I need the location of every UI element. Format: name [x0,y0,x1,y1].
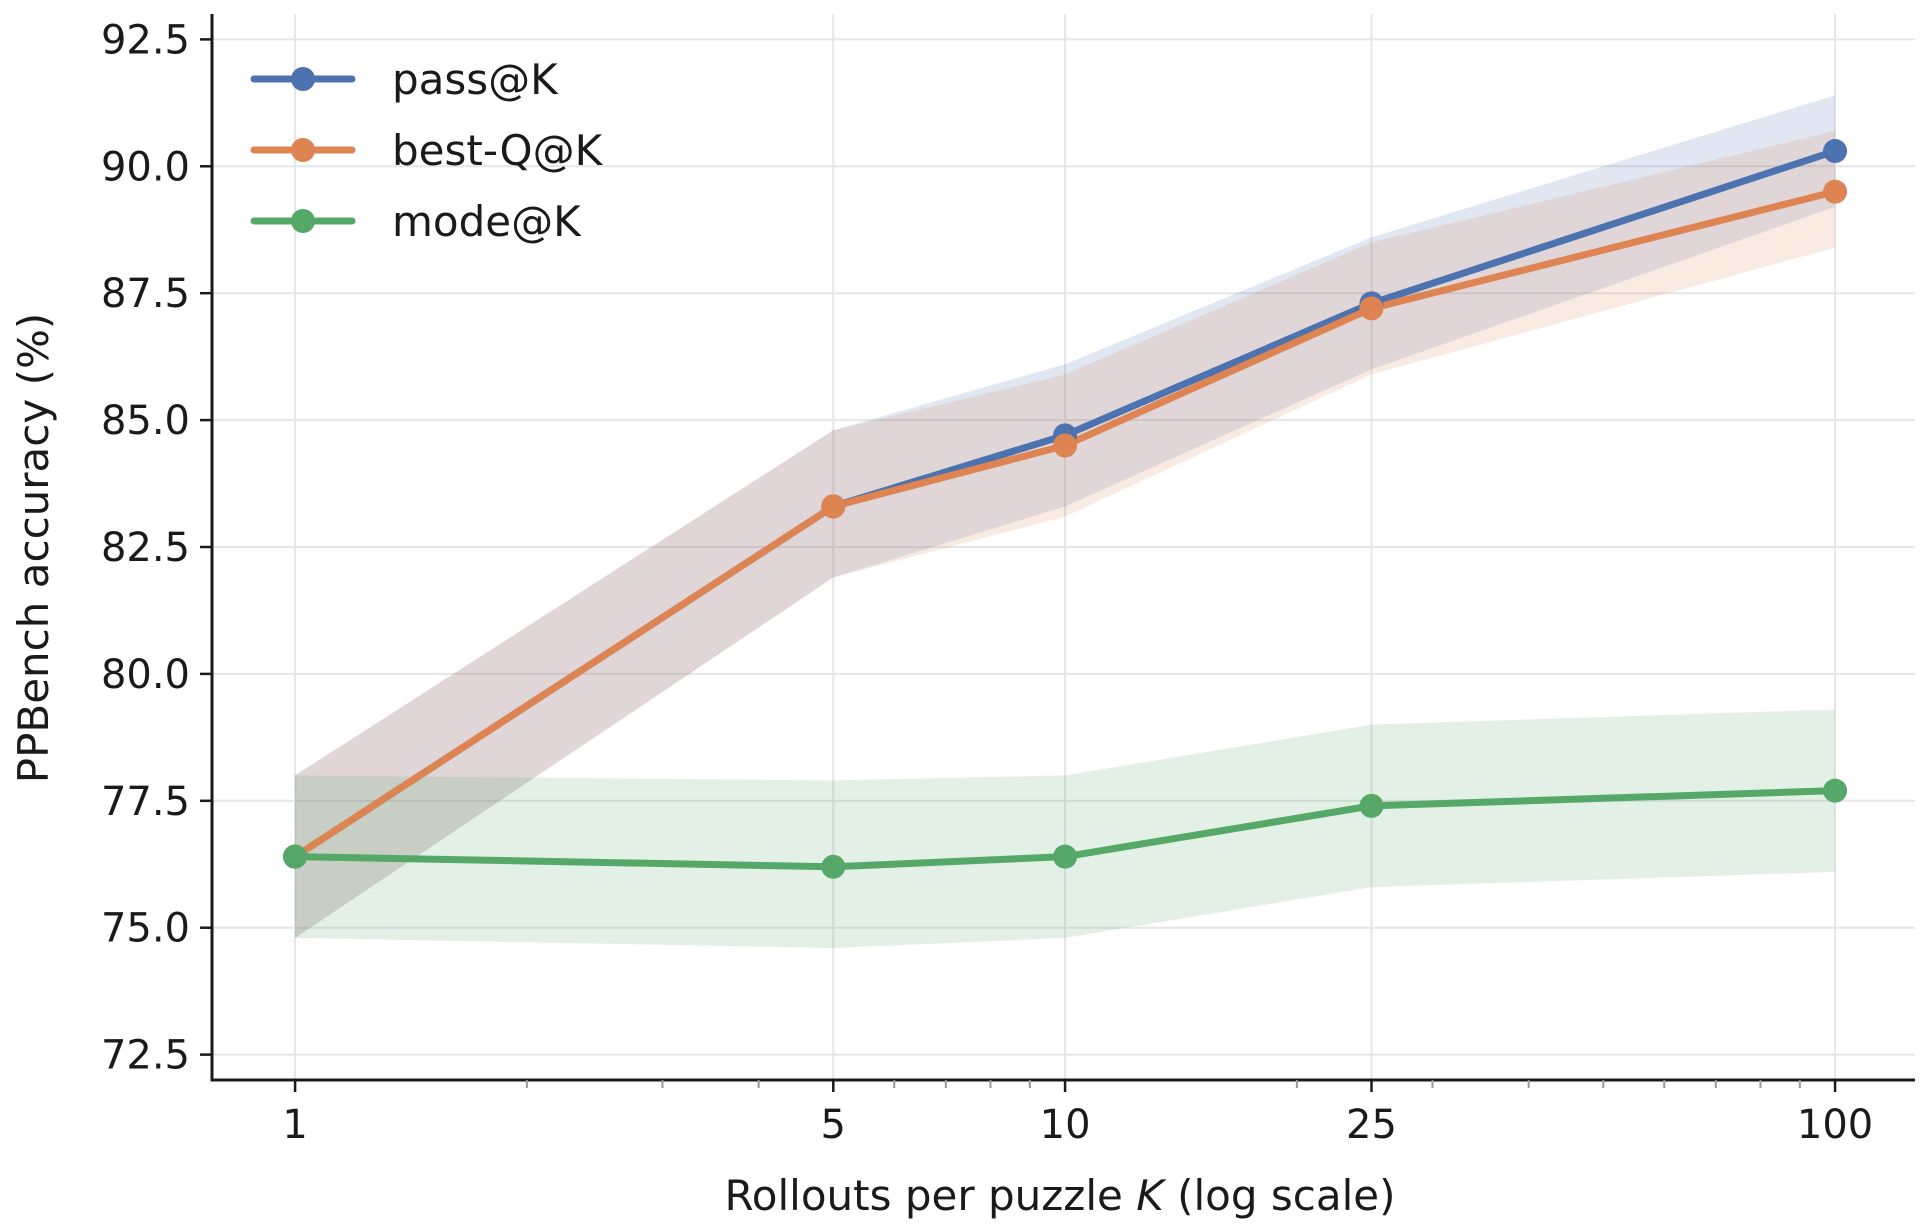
legend-label: best-Q@K [392,126,604,175]
x-tick-label: 5 [821,1102,846,1148]
y-tick-label: 87.5 [101,271,190,317]
legend-swatch-marker [291,67,315,91]
legend-swatch-marker [291,138,315,162]
point-best-Q@K [1053,433,1078,458]
ticks: 72.5 75.0 77.5 80.0 82.5 85.0 87.5 90.0 92.5 1 5 10… [101,17,1873,1148]
point-best-Q@K [1359,296,1384,321]
legend-swatch-marker [291,209,315,233]
y-tick-label: 90.0 [101,144,190,190]
point-mode@K [283,844,308,869]
x-tick-label: 10 [1040,1102,1091,1148]
point-best-Q@K [1823,179,1848,204]
point-mode@K [1053,844,1078,869]
y-tick-label: 85.0 [101,398,190,444]
point-best-Q@K [821,494,846,519]
point-mode@K [821,854,846,879]
legend-label: mode@K [392,197,582,246]
x-tick-label: 25 [1346,1102,1397,1148]
x-axis-label: Rollouts per puzzle K (log scale) [725,1171,1396,1220]
legend-label: pass@K [392,55,559,104]
band-mode@K [295,709,1836,949]
y-axis-label: PPBench accuracy (%) [9,313,58,784]
confidence-bands [295,95,1836,949]
point-mode@K [1823,778,1848,803]
x-axis-label-variable: K [1136,1171,1167,1220]
x-tick-label: 1 [282,1102,307,1148]
x-axis-label-suffix: (log scale) [1164,1171,1396,1220]
legend: pass@K best-Q@K mode@K [250,55,604,246]
band-best-Q@K [295,130,1836,938]
y-tick-label: 72.5 [101,1033,190,1079]
y-tick-label: 82.5 [101,525,190,571]
series-points [283,139,1848,879]
point-pass@K [1823,139,1848,164]
band-pass@K [295,95,1836,938]
point-mode@K [1359,793,1384,818]
y-tick-label: 92.5 [101,17,190,63]
y-tick-label: 77.5 [101,779,190,825]
x-axis-label-prefix: Rollouts per puzzle [725,1171,1137,1220]
y-tick-label: 75.0 [101,906,190,952]
y-tick-label: 80.0 [101,652,190,698]
x-tick-label: 100 [1797,1102,1873,1148]
grid [212,14,1915,1080]
